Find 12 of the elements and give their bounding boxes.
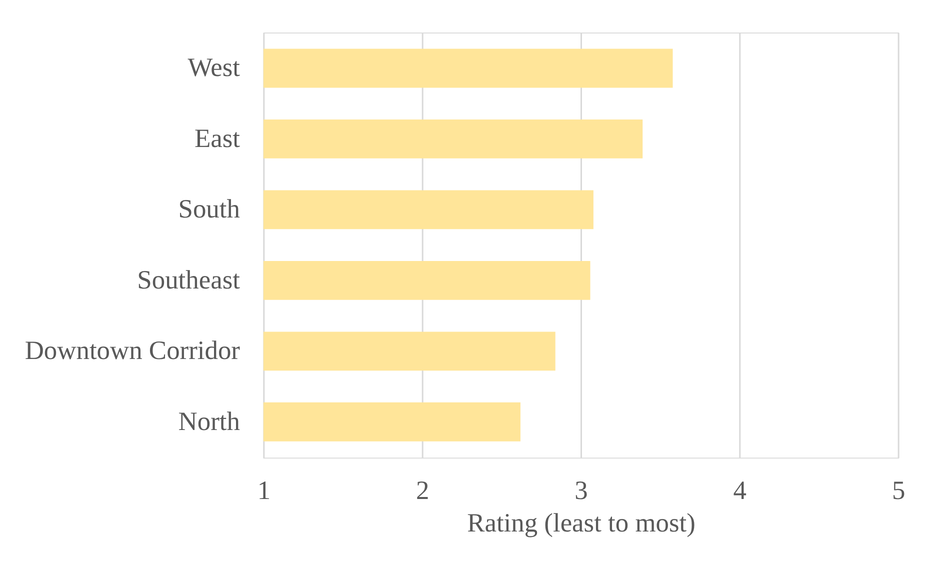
x-tick-label: 1	[257, 475, 271, 506]
y-tick-label: South	[178, 194, 240, 224]
y-tick-label: North	[178, 406, 240, 436]
y-tick-label: East	[194, 122, 241, 153]
y-tick-label: Downtown Corridor	[24, 335, 240, 366]
y-tick-label: West	[188, 52, 241, 82]
x-tick-label: 4	[733, 475, 747, 506]
x-tick-label: 3	[574, 475, 588, 506]
x-tick-label: 5	[892, 475, 906, 506]
x-axis-title: Rating (least to most)	[467, 507, 696, 538]
x-tick-label: 2	[416, 475, 430, 506]
y-tick-label: Southeast	[137, 264, 241, 294]
